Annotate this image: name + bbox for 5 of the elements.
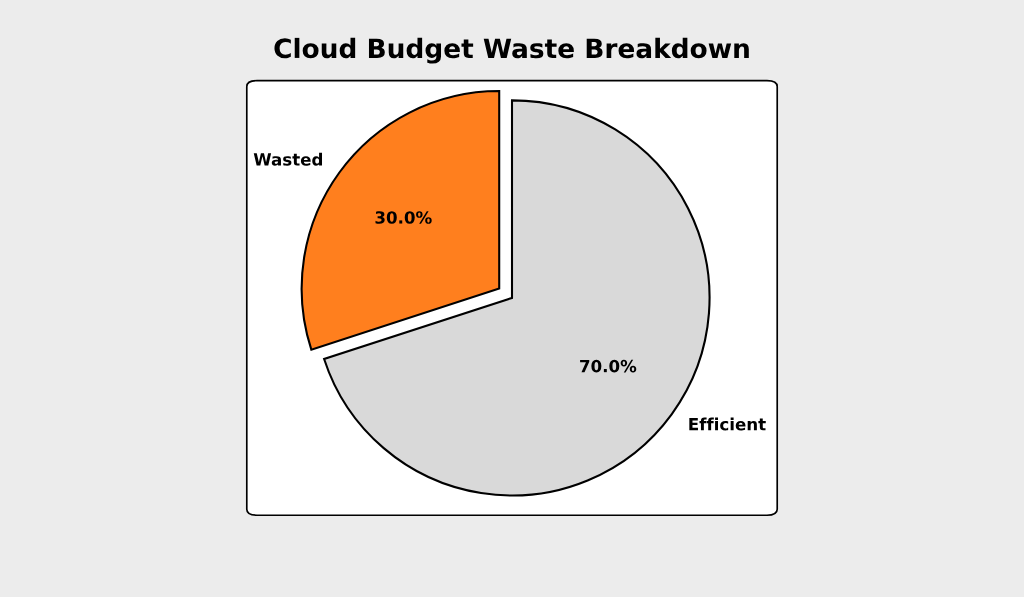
data-label: 70.0% — [580, 359, 637, 373]
data-label: 30.0% — [375, 211, 432, 224]
slice-label: Wasted — [253, 152, 323, 166]
slice-label: Efficient — [689, 417, 766, 431]
chart-title: Cloud Budget Waste Breakdown — [274, 37, 749, 64]
